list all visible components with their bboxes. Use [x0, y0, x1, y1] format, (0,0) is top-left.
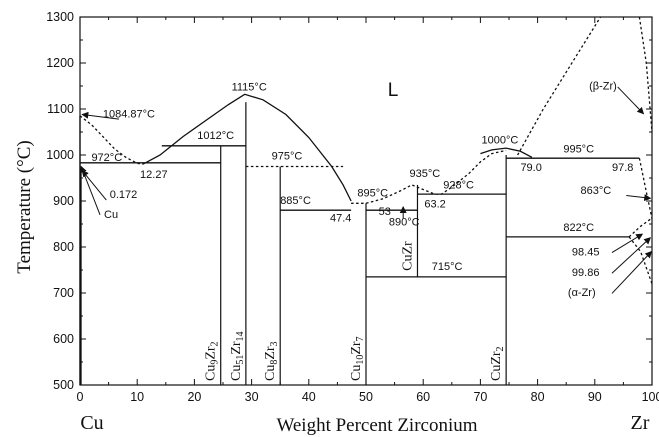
annotation-arrow [611, 250, 653, 294]
annotation-label: 975°C [272, 151, 303, 163]
phase-label-base: Cu [229, 365, 244, 381]
annotation-label: 1012°C [197, 130, 234, 142]
phase-boundaries [79, 16, 653, 385]
x-tick-label: 50 [359, 390, 373, 404]
phase-label-mid: Zr [229, 341, 244, 355]
annotation-label: 935°C [409, 168, 440, 180]
annotation-arrow [81, 111, 119, 120]
annotation-label: 99.86 [572, 267, 600, 279]
phase-label-sub: 8 [269, 360, 280, 365]
annotation-label: 995°C [563, 144, 594, 156]
phase-label-base: CuZr [400, 241, 415, 271]
x-tick-label: 10 [130, 390, 144, 404]
annotation-arrows [80, 86, 653, 294]
x-axis-title: Weight Percent Zirconium [276, 415, 477, 436]
boundary-line [628, 217, 653, 238]
annotation-arrow [626, 194, 652, 202]
annotation-label: 47.4 [330, 213, 351, 225]
annotation-arrow [611, 233, 644, 253]
phase-label-mid: Zr [349, 341, 364, 355]
y-tick-label: 600 [53, 332, 74, 346]
annotation-arrow [611, 237, 652, 274]
y-tick-label: 500 [53, 378, 74, 392]
cu-end-label: Cu [80, 412, 103, 434]
annotation-label: 97.8 [612, 162, 633, 174]
annotation-label: 12.27 [140, 169, 168, 181]
boundary-line [480, 147, 533, 158]
annotation-label: 895°C [357, 187, 388, 199]
y-tick-label: 1100 [47, 102, 74, 116]
annotation-label: 928°C [443, 180, 474, 192]
boundary-line [638, 158, 653, 219]
annotation-label: 1084.87°C [103, 109, 155, 121]
boundary-line [517, 16, 602, 156]
phase-label-base: Cu [263, 365, 278, 381]
annotation-label: 1000°C [482, 135, 519, 147]
phase-label: Cu9Zr2 [204, 341, 221, 381]
y-tick-label: 800 [53, 240, 74, 254]
y-tick-label: 1000 [46, 148, 74, 162]
axis-ticks: 0 10 20 30 40 50 60 70 80 90 100500600700800900100… [46, 10, 659, 404]
annotation-arrow [617, 86, 645, 115]
phase-label-base: Cu [204, 365, 219, 381]
annotation-label: 1115°C [232, 82, 267, 94]
liquid-region-label: L [388, 80, 399, 101]
phase-label-base: CuZr [489, 351, 504, 381]
x-tick-label: 0 [77, 390, 84, 404]
annotation-label: 53 [379, 206, 391, 218]
annotation-label: 822°C [563, 222, 594, 234]
annotation-label: 890°C [389, 216, 420, 228]
phase-label-sub: 51 [235, 355, 246, 365]
phase-label: CuZr [400, 241, 415, 271]
x-tick-label: 20 [187, 390, 201, 404]
y-tick-label: 1200 [46, 56, 74, 70]
annotation-label: Cu [104, 209, 118, 221]
boundary-line [638, 16, 653, 133]
phase-label: Cu51Zr14 [229, 331, 246, 381]
phase-label-mid: Zr [263, 346, 278, 360]
annotation-label: 715°C [432, 261, 463, 273]
phase-label-sub: 2 [210, 341, 221, 346]
phase-label-sub: 9 [210, 360, 221, 365]
annotation-label: (β-Zr) [589, 81, 617, 93]
annotation-label: 79.0 [520, 162, 541, 174]
phase-label: Cu8Zr3 [263, 341, 280, 381]
x-tick-label: 30 [245, 390, 259, 404]
y-tick-label: 900 [53, 194, 74, 208]
phase-label-sub: 7 [355, 336, 366, 341]
annotation-label: 972°C [91, 152, 122, 164]
phase-label-sub: 3 [269, 341, 280, 346]
annotations: 1115°C 1084.87°C 1012°C 972°C 975°C 12.270.17… [91, 81, 633, 299]
x-tick-label: 60 [416, 390, 430, 404]
boundary-line [628, 236, 653, 285]
annotation-label: 0.172 [110, 189, 138, 201]
phase-label: Cu10Zr7 [349, 336, 366, 381]
phase-label-sub: 2 [495, 346, 506, 351]
annotation-label: 63.2 [424, 198, 445, 210]
y-tick-label: 1300 [46, 10, 74, 24]
x-tick-label: 80 [531, 390, 545, 404]
phase-label-base: Cu [349, 365, 364, 381]
annotation-arrow [80, 165, 101, 215]
x-tick-label: 70 [473, 390, 487, 404]
x-tick-label: 100 [642, 390, 659, 404]
annotation-label: (α-Zr) [568, 287, 596, 299]
x-tick-label: 40 [302, 390, 316, 404]
boundary-line [142, 93, 352, 202]
x-tick-label: 90 [588, 390, 602, 404]
phase-label-mid: Zr [204, 346, 219, 360]
phase-label: CuZr2 [489, 346, 506, 381]
zr-end-label: Zr [631, 412, 650, 434]
annotation-label: 885°C [280, 195, 311, 207]
annotation-arrow [81, 169, 107, 201]
phase-label-sub: 10 [355, 355, 366, 365]
phase-label-sub: 14 [235, 331, 246, 341]
annotation-label: 863°C [581, 185, 612, 197]
y-axis-title: Temperature (°C) [14, 140, 35, 273]
y-tick-label: 700 [53, 286, 74, 300]
annotation-label: 98.45 [572, 246, 600, 258]
